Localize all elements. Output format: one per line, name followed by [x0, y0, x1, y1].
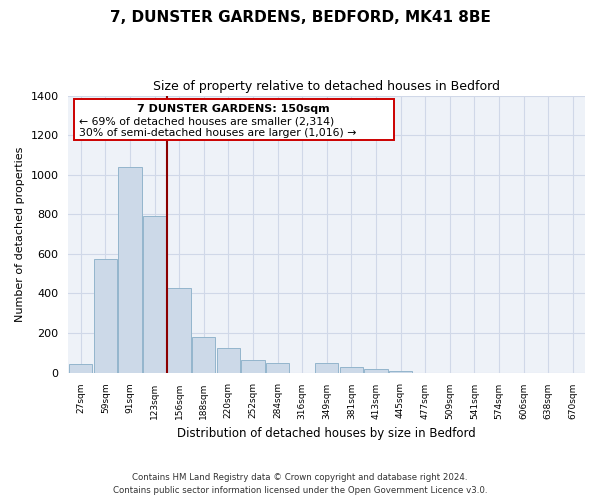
Bar: [143, 216, 166, 372]
Text: 30% of semi-detached houses are larger (1,016) →: 30% of semi-detached houses are larger (…: [79, 128, 356, 138]
Bar: [69, 364, 92, 372]
Bar: [340, 367, 363, 372]
Title: Size of property relative to detached houses in Bedford: Size of property relative to detached ho…: [153, 80, 500, 93]
Bar: [192, 337, 215, 372]
Bar: [118, 167, 142, 372]
X-axis label: Distribution of detached houses by size in Bedford: Distribution of detached houses by size …: [178, 427, 476, 440]
Text: Contains HM Land Registry data © Crown copyright and database right 2024.
Contai: Contains HM Land Registry data © Crown c…: [113, 473, 487, 495]
Bar: [167, 288, 191, 372]
Bar: [315, 364, 338, 372]
Bar: [241, 360, 265, 372]
FancyBboxPatch shape: [74, 99, 394, 140]
Text: ← 69% of detached houses are smaller (2,314): ← 69% of detached houses are smaller (2,…: [79, 116, 334, 126]
Bar: [364, 369, 388, 372]
Text: 7, DUNSTER GARDENS, BEDFORD, MK41 8BE: 7, DUNSTER GARDENS, BEDFORD, MK41 8BE: [110, 10, 490, 25]
Text: 7 DUNSTER GARDENS: 150sqm: 7 DUNSTER GARDENS: 150sqm: [137, 104, 330, 114]
Bar: [94, 259, 117, 372]
Y-axis label: Number of detached properties: Number of detached properties: [15, 146, 25, 322]
Bar: [389, 370, 412, 372]
Bar: [217, 348, 240, 372]
Bar: [266, 362, 289, 372]
